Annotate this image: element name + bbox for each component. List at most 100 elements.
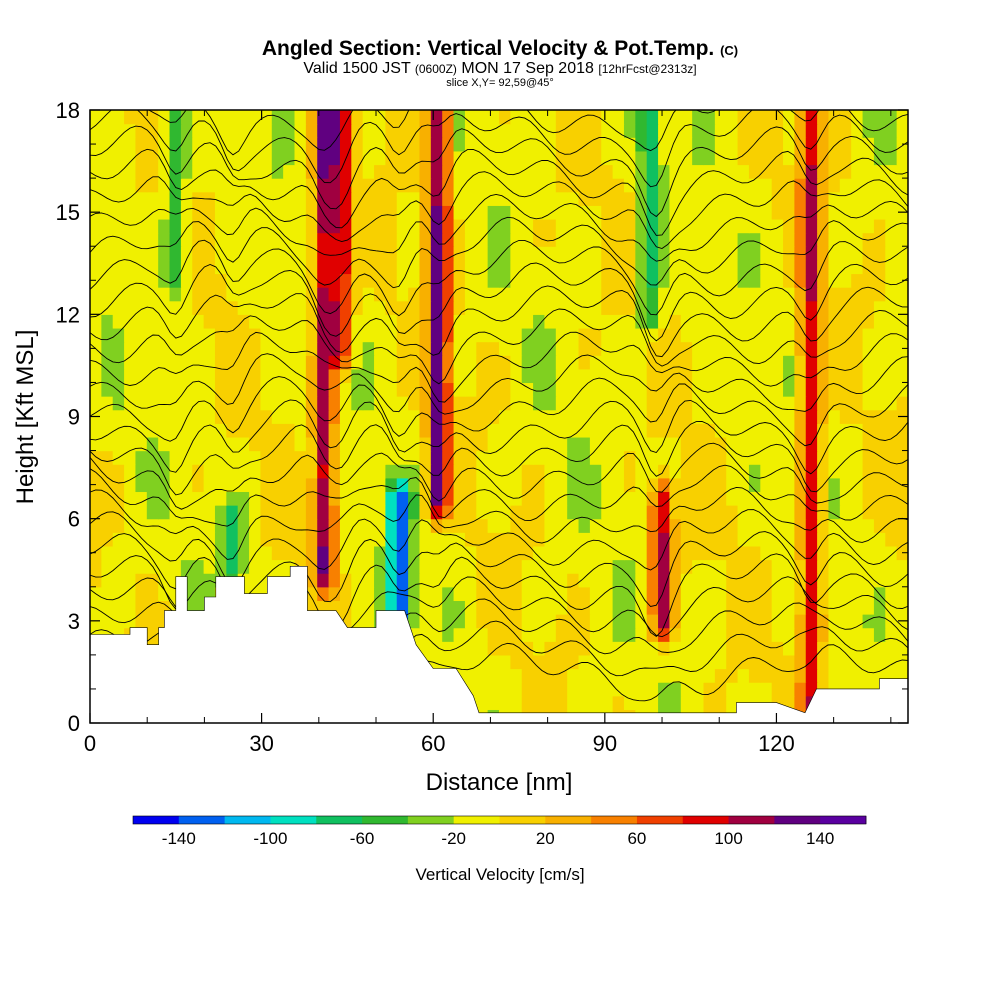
field-cell xyxy=(646,368,659,384)
field-cell xyxy=(271,178,284,193)
field-cell xyxy=(896,491,908,506)
field-cell xyxy=(589,464,602,479)
field-cell xyxy=(533,586,546,601)
field-cell xyxy=(499,464,511,479)
field-cell xyxy=(203,559,216,574)
field-cell xyxy=(374,218,386,234)
colorbar-tick-label: 60 xyxy=(627,829,646,848)
field-cell xyxy=(896,600,908,615)
field-cell xyxy=(862,259,875,275)
field-cell xyxy=(442,505,455,520)
colorbar-title: Vertical Velocity [cm/s] xyxy=(415,865,584,884)
field-cell xyxy=(533,668,546,683)
field-cell xyxy=(101,545,114,561)
field-cell xyxy=(680,668,693,683)
field-cell xyxy=(601,464,614,479)
field-cell xyxy=(623,191,636,206)
field-cell xyxy=(862,627,875,642)
field-cell xyxy=(817,205,830,220)
isentrope-line xyxy=(90,308,908,385)
field-cell xyxy=(339,423,352,438)
field-cell xyxy=(305,246,318,261)
field-cell xyxy=(726,110,739,125)
field-cell xyxy=(578,505,591,520)
field-cell xyxy=(692,314,705,329)
field-cell xyxy=(419,518,432,533)
field-cell xyxy=(885,505,898,520)
field-cell xyxy=(567,205,580,220)
field-cell xyxy=(385,518,398,533)
field-cell xyxy=(567,627,580,642)
field-cell xyxy=(805,287,818,302)
field-cell xyxy=(271,464,284,479)
field-cell xyxy=(385,600,398,615)
field-cell xyxy=(442,327,455,343)
field-cell xyxy=(612,491,625,506)
field-cell xyxy=(464,409,477,424)
field-cell xyxy=(226,532,239,547)
field-cell xyxy=(760,436,773,452)
field-cell xyxy=(873,218,886,234)
field-cell xyxy=(589,150,602,166)
field-cell xyxy=(601,327,614,343)
field-cell xyxy=(101,614,114,629)
field-cell xyxy=(237,491,250,506)
field-cell xyxy=(169,396,182,411)
field-cell xyxy=(612,695,625,710)
field-cell xyxy=(612,178,625,193)
field-cell xyxy=(124,573,137,588)
field-cell xyxy=(555,382,568,397)
field-cell xyxy=(487,450,500,465)
field-cell xyxy=(464,123,477,138)
field-cell xyxy=(158,559,171,574)
field-cell xyxy=(601,246,614,261)
field-cell xyxy=(703,654,716,670)
field-cell xyxy=(817,232,830,247)
field-cell xyxy=(385,464,398,479)
field-cell xyxy=(510,327,523,343)
field-cell xyxy=(783,300,795,315)
field-cell xyxy=(464,368,477,384)
field-cell xyxy=(124,259,137,275)
field-cell xyxy=(487,382,500,397)
field-cell xyxy=(396,150,409,166)
field-cell xyxy=(476,191,489,206)
field-cell xyxy=(726,287,739,302)
field-cell xyxy=(794,287,807,302)
field-cell xyxy=(669,314,682,329)
field-cell xyxy=(794,695,807,710)
field-cell xyxy=(169,464,182,479)
field-cell xyxy=(169,300,182,315)
field-cell xyxy=(635,218,648,234)
field-cell xyxy=(317,164,330,179)
field-cell xyxy=(714,110,727,125)
field-cell xyxy=(601,682,614,697)
field-cell xyxy=(771,436,784,452)
isentrope-line xyxy=(90,193,908,262)
field-cell xyxy=(862,273,875,288)
field-cell xyxy=(476,668,489,683)
field-cell xyxy=(714,232,727,247)
field-cell xyxy=(430,436,443,452)
isentrope-line xyxy=(90,331,908,403)
field-cell xyxy=(271,110,284,125)
field-cell xyxy=(499,314,511,329)
field-cell xyxy=(714,178,727,193)
field-cell xyxy=(101,532,114,547)
field-cell xyxy=(862,600,875,615)
field-cell xyxy=(249,505,262,520)
field-cell xyxy=(817,191,830,206)
field-cell xyxy=(374,600,386,615)
field-cell xyxy=(453,137,466,152)
field-cell xyxy=(521,205,534,220)
field-cell xyxy=(612,341,625,356)
field-cell xyxy=(226,314,239,329)
field-cell xyxy=(430,586,443,601)
field-cell xyxy=(635,518,648,533)
field-cell xyxy=(203,123,216,138)
field-cell xyxy=(192,464,205,479)
field-cell xyxy=(862,314,875,329)
field-cell xyxy=(669,150,682,166)
field-cell xyxy=(828,382,841,397)
field-cell xyxy=(385,218,398,234)
